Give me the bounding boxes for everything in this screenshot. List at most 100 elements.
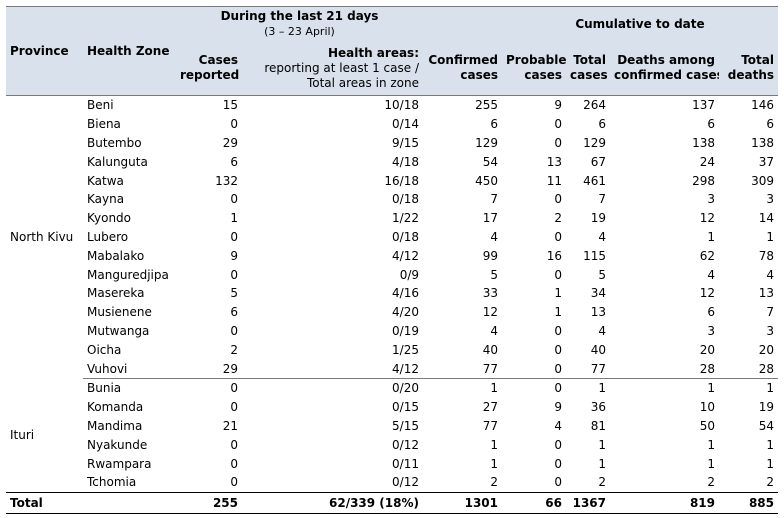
cell-health-zone: Kayna (87, 192, 125, 207)
cell-confirmed: 33 (482, 286, 498, 301)
cell-total-cases: 4 (598, 229, 606, 244)
cell-cases-reported: 0 (230, 400, 238, 415)
table-row: Rwampara 0 0/11 1 0 1 1 1 (6, 454, 778, 473)
cell-cases-reported: 0 (230, 437, 238, 452)
cell-health-areas: 4/16 (392, 286, 419, 301)
total-health-areas: 62/339 (18%) (242, 491, 423, 514)
cell-total-deaths: 1 (766, 437, 774, 452)
cell-total-cases: 2 (598, 475, 606, 490)
cell-probable: 0 (554, 342, 562, 357)
cell-probable: 0 (554, 323, 562, 338)
cell-probable: 1 (554, 305, 562, 320)
cell-deaths-confirmed: 3 (707, 192, 715, 207)
cell-health-areas: 0/15 (392, 400, 419, 415)
cell-cases-reported: 0 (230, 267, 238, 282)
cell-cases-reported: 5 (230, 286, 238, 301)
province-cell: Ituri (10, 428, 35, 443)
header-last-21-days-title: During the last 21 days (220, 9, 379, 23)
cell-deaths-confirmed: 24 (699, 154, 715, 169)
cell-health-areas: 5/15 (392, 418, 419, 433)
cell-confirmed: 40 (482, 342, 498, 357)
cell-total-deaths: 2 (766, 475, 774, 490)
cell-cases-reported: 2 (230, 342, 238, 357)
cell-cases-reported: 9 (230, 248, 238, 263)
cell-deaths-confirmed: 298 (692, 173, 715, 188)
table-row: Komanda 0 0/15 27 9 36 10 19 (6, 398, 778, 417)
cell-total-deaths: 20 (758, 342, 774, 357)
cell-deaths-confirmed: 12 (699, 211, 715, 226)
cell-deaths-confirmed: 1 (707, 456, 715, 471)
header-total-cases-line2: cases (570, 68, 608, 82)
header-province: Province (6, 6, 83, 96)
header-total-cases-line1: Total (573, 53, 606, 67)
cell-total-deaths: 1 (766, 381, 774, 396)
cell-probable: 0 (554, 229, 562, 244)
cell-total-cases: 36 (590, 400, 606, 415)
header-health-areas: Health areas: reporting at least 1 case … (242, 41, 423, 96)
cell-confirmed: 1 (490, 381, 498, 396)
cell-probable: 0 (554, 192, 562, 207)
cell-total-cases: 5 (598, 267, 606, 282)
cell-confirmed: 99 (482, 248, 498, 263)
cell-health-zone: Mabalako (87, 248, 145, 263)
header-total-deaths: Total deaths (719, 41, 778, 96)
cell-cases-reported: 6 (230, 305, 238, 320)
cell-health-areas: 0/11 (392, 456, 419, 471)
header-confirmed-line1: Confirmed (428, 53, 498, 67)
cell-total-cases: 129 (583, 135, 606, 150)
cell-health-areas: 10/18 (384, 98, 419, 113)
cell-cases-reported: 132 (215, 173, 238, 188)
cell-cases-reported: 29 (222, 135, 238, 150)
total-total-deaths: 885 (719, 491, 778, 514)
cell-health-areas: 0/12 (392, 475, 419, 490)
cell-total-cases: 1 (598, 381, 606, 396)
cell-total-deaths: 138 (751, 135, 774, 150)
cell-health-areas: 0/19 (392, 323, 419, 338)
cell-deaths-confirmed: 12 (699, 286, 715, 301)
cell-total-deaths: 28 (719, 359, 778, 379)
cell-total-cases: 13 (590, 305, 606, 320)
cell-confirmed: 6 (490, 117, 498, 132)
cell-deaths-confirmed: 137 (692, 98, 715, 113)
cell-cases-reported: 15 (222, 98, 238, 113)
cell-total-cases: 34 (590, 286, 606, 301)
header-total-deaths-line1: Total (741, 53, 774, 67)
cell-health-zone: Butembo (87, 135, 142, 150)
cell-health-areas: 0/18 (392, 192, 419, 207)
cell-probable: 0 (554, 456, 562, 471)
header-health-areas-line3: Total areas in zone (306, 75, 419, 90)
header-cumulative: Cumulative to date (502, 6, 778, 41)
cell-probable: 0 (554, 267, 562, 282)
cell-health-areas: 0/14 (392, 117, 419, 132)
cell-confirmed: 4 (490, 323, 498, 338)
cell-total-cases: 264 (583, 98, 606, 113)
cell-deaths-confirmed: 62 (699, 248, 715, 263)
cell-total-cases: 7 (598, 192, 606, 207)
table-row: Kayna 0 0/18 7 0 7 3 3 (6, 190, 778, 209)
cell-total-deaths: 309 (751, 173, 774, 188)
cell-confirmed: 77 (482, 418, 498, 433)
header-total-cases: Total cases (566, 41, 610, 96)
cell-total-deaths: 7 (766, 305, 774, 320)
cell-cases-reported: 21 (222, 418, 238, 433)
total-total-cases: 1367 (566, 491, 610, 514)
cell-probable: 13 (546, 154, 562, 169)
total-cases-reported: 255 (176, 491, 242, 514)
cell-cases-reported: 0 (230, 456, 238, 471)
cell-deaths-confirmed: 6 (707, 117, 715, 132)
cell-health-zone: Manguredjipa (87, 267, 169, 282)
header-health-areas-line1: Health areas: (327, 45, 419, 60)
cell-total-cases: 40 (590, 342, 606, 357)
table-row: Vuhovi 29 4/12 77 0 77 28 28 (6, 359, 778, 379)
header-health-zone: Health Zone (83, 6, 176, 96)
cell-probable: 0 (554, 475, 562, 490)
cell-deaths-confirmed: 1 (707, 437, 715, 452)
cell-cases-reported: 0 (230, 229, 238, 244)
cell-health-zone: Mandima (87, 418, 143, 433)
cell-cases-reported: 0 (230, 381, 238, 396)
header-confirmed-line2: cases (460, 68, 498, 82)
cell-probable: 0 (554, 117, 562, 132)
header-total-deaths-line2: deaths (727, 68, 774, 82)
table-row: Tchomia 0 0/12 2 0 2 2 2 (6, 473, 778, 492)
cell-health-areas: 4/18 (392, 154, 419, 169)
